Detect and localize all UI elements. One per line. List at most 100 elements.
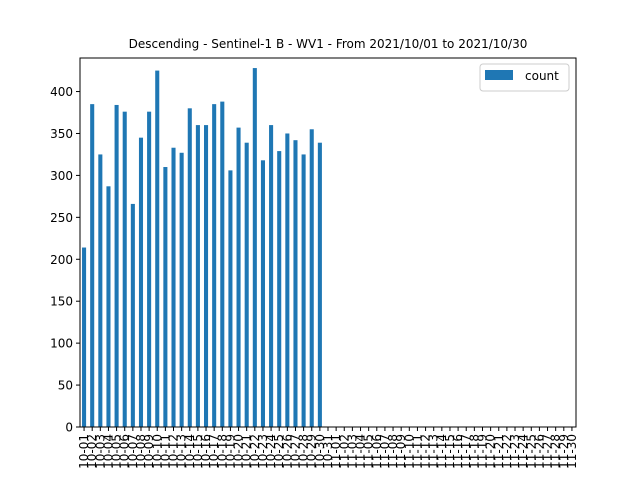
x-tick-label: 11-14 — [435, 434, 449, 469]
x-tick-label: 10-24 — [264, 434, 278, 469]
bar — [277, 151, 282, 427]
bar — [244, 142, 249, 427]
x-tick-label: 10-17 — [207, 434, 221, 469]
legend-label: count — [525, 69, 559, 83]
x-tick-label: 10-03 — [93, 434, 107, 469]
bar — [106, 186, 111, 427]
x-tick-label: 10-05 — [110, 434, 124, 469]
x-tick-label: 10-26 — [280, 434, 294, 469]
x-tick-label: 11-03 — [345, 434, 359, 469]
x-tick-label: 10-14 — [183, 434, 197, 469]
bar — [114, 104, 119, 428]
x-tick-label: 11-10 — [402, 434, 416, 469]
bar — [90, 104, 95, 428]
x-tick-label: 11-22 — [500, 434, 514, 469]
x-tick-label: 11-24 — [516, 434, 530, 469]
x-tick-label: 10-06 — [118, 434, 132, 469]
x-tick-label: 10-19 — [223, 434, 237, 469]
bar — [130, 203, 135, 427]
x-tick-label: 11-01 — [329, 434, 343, 469]
x-tick-label: 11-15 — [443, 434, 457, 469]
bar — [309, 129, 314, 427]
bar — [228, 170, 233, 427]
y-tick-label: 400 — [50, 85, 73, 99]
y-tick-label: 250 — [50, 211, 73, 225]
y-tick-label: 150 — [50, 295, 73, 309]
y-tick-label: 50 — [58, 379, 73, 393]
y-axis: 0 50 100 150 200 250 300 350 400 — [50, 85, 80, 435]
x-tick-label: 10-16 — [199, 434, 213, 469]
x-tick-label: 10-23 — [256, 434, 270, 469]
bar — [155, 70, 160, 427]
bar — [252, 68, 257, 427]
x-tick-label: 11-11 — [410, 434, 424, 469]
x-tick-label: 11-26 — [532, 434, 546, 469]
x-tick-label: 10-18 — [215, 434, 229, 469]
bar — [138, 137, 144, 428]
x-axis: 10-0110-0210-0310-0410-0510-0610-0710-08… — [77, 427, 579, 469]
bar — [163, 167, 168, 427]
bar — [122, 111, 127, 428]
x-tick-label: 11-09 — [394, 434, 408, 469]
bar — [171, 147, 176, 428]
bar — [147, 111, 152, 428]
x-tick-label: 10-31 — [321, 434, 335, 469]
x-tick-label: 11-19 — [475, 434, 489, 469]
x-tick-label: 11-16 — [451, 434, 465, 469]
x-tick-label: 10-13 — [175, 434, 189, 469]
bar — [212, 104, 217, 428]
x-tick-label: 11-17 — [459, 434, 473, 469]
x-tick-label: 10-07 — [126, 434, 140, 469]
y-tick-label: 300 — [50, 169, 73, 183]
bar — [220, 101, 225, 428]
bar — [269, 125, 274, 427]
bars-group — [82, 68, 322, 428]
bar — [260, 160, 265, 427]
x-tick-label: 11-20 — [484, 434, 498, 469]
y-tick-label: 350 — [50, 127, 73, 141]
x-tick-label: 10-20 — [232, 434, 246, 469]
x-tick-label: 11-23 — [508, 434, 522, 469]
x-tick-label: 10-11 — [158, 434, 172, 469]
x-tick-label: 10-28 — [297, 434, 311, 469]
x-tick-label: 10-29 — [305, 434, 319, 469]
bar — [204, 125, 209, 427]
legend-swatch — [485, 70, 513, 80]
x-tick-label: 10-01 — [77, 434, 91, 469]
y-tick-label: 0 — [65, 421, 73, 435]
chart-title: Descending - Sentinel-1 B - WV1 - From 2… — [129, 37, 528, 51]
bar — [195, 125, 200, 427]
x-tick-label: 10-09 — [142, 434, 156, 469]
bar — [293, 140, 298, 427]
x-tick-label: 11-21 — [492, 434, 506, 469]
bar — [187, 108, 192, 427]
x-tick-label: 10-30 — [313, 434, 327, 469]
plot-frame — [79, 57, 577, 428]
x-tick-label: 10-02 — [85, 434, 99, 469]
x-tick-label: 11-06 — [370, 434, 384, 469]
x-tick-label: 10-04 — [101, 434, 115, 469]
bar — [236, 127, 241, 428]
legend: count — [479, 63, 570, 92]
x-tick-label: 10-12 — [167, 434, 181, 469]
x-tick-label: 11-05 — [362, 434, 376, 469]
x-tick-label: 10-22 — [248, 434, 262, 469]
x-tick-label: 11-13 — [427, 434, 441, 469]
x-tick-label: 10-27 — [288, 434, 302, 469]
x-tick-label: 11-27 — [541, 434, 555, 469]
x-tick-label: 11-30 — [565, 434, 579, 469]
bar — [179, 152, 184, 427]
x-tick-label: 10-15 — [191, 434, 205, 469]
x-tick-label: 10-08 — [134, 434, 148, 469]
x-tick-label: 10-10 — [150, 434, 164, 469]
x-tick-label: 11-12 — [419, 434, 433, 469]
bar — [82, 247, 87, 427]
y-tick-label: 100 — [50, 337, 73, 351]
x-tick-label: 11-18 — [467, 434, 481, 469]
x-tick-label: 11-02 — [337, 434, 351, 469]
x-tick-label: 10-21 — [240, 434, 254, 469]
x-tick-label: 11-29 — [557, 434, 571, 469]
x-tick-label: 11-08 — [386, 434, 400, 469]
x-tick-label: 11-25 — [524, 434, 538, 469]
